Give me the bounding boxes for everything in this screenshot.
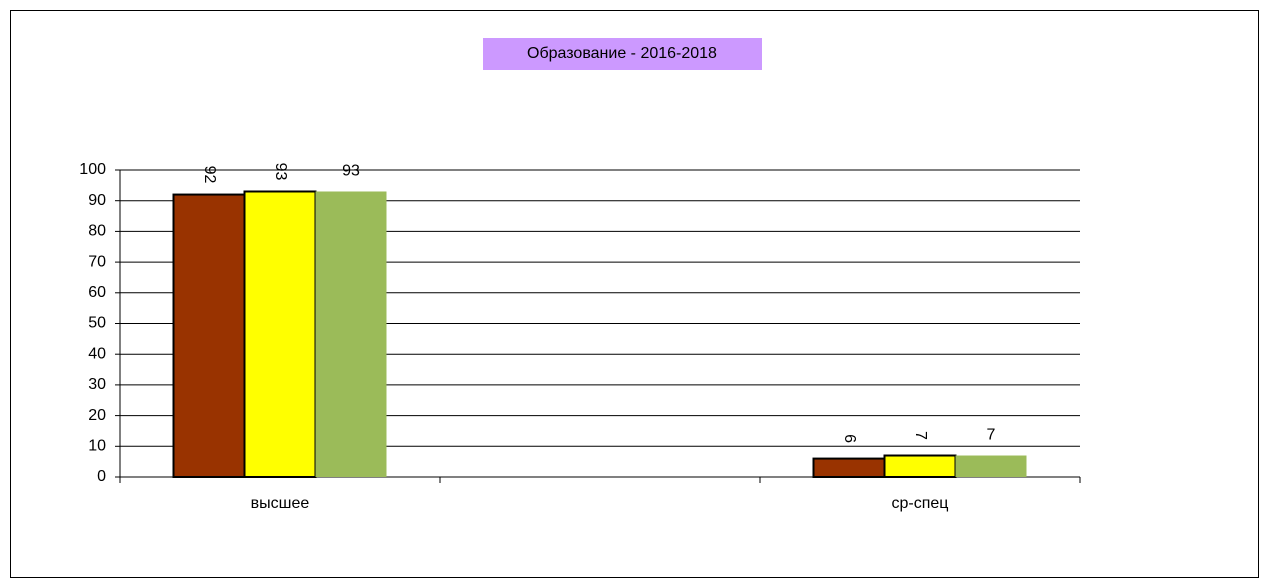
y-tick-label: 70 bbox=[88, 253, 106, 270]
bar bbox=[172, 193, 246, 478]
data-label: 93 bbox=[342, 163, 360, 180]
bar bbox=[243, 190, 317, 479]
data-label: 93 bbox=[272, 163, 289, 181]
y-tick-label: 90 bbox=[88, 192, 106, 209]
x-tick-label: ср-спец bbox=[892, 495, 949, 512]
bar bbox=[315, 191, 387, 478]
data-label: 92 bbox=[201, 166, 218, 184]
y-tick-label: 40 bbox=[88, 345, 106, 362]
y-tick-label: 60 bbox=[88, 284, 106, 301]
data-label: 7 bbox=[912, 431, 929, 440]
bar bbox=[812, 457, 886, 478]
data-label: 7 bbox=[987, 427, 996, 444]
bar bbox=[955, 455, 1027, 477]
chart-title: Образование - 2016-2018 bbox=[527, 45, 717, 62]
x-tick-label: высшее bbox=[251, 495, 310, 512]
y-tick-label: 100 bbox=[79, 161, 106, 178]
y-tick-label: 80 bbox=[88, 223, 106, 240]
y-tick-label: 0 bbox=[97, 468, 106, 485]
title-background bbox=[483, 38, 762, 70]
y-tick-label: 20 bbox=[88, 407, 106, 424]
y-tick-label: 50 bbox=[88, 315, 106, 332]
data-label: 6 bbox=[841, 434, 858, 443]
y-tick-label: 30 bbox=[88, 376, 106, 393]
bar bbox=[883, 454, 957, 479]
y-tick-label: 10 bbox=[88, 438, 106, 455]
